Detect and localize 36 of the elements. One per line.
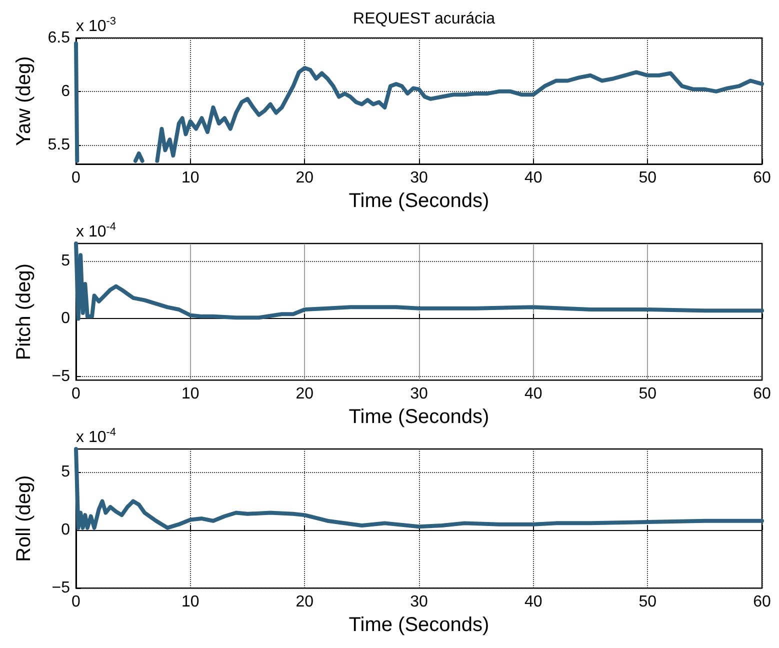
x-tick-label: 60 xyxy=(753,386,771,403)
x-tick-label: 30 xyxy=(410,170,428,187)
x-tick-label: 10 xyxy=(181,170,200,187)
x-tick-label: 10 xyxy=(181,386,200,403)
x-axis-title: Time (Seconds) xyxy=(348,614,490,636)
x-tick-label: 30 xyxy=(410,386,428,403)
y-tick-label: 0 xyxy=(61,522,70,539)
x-tick-label: 60 xyxy=(753,170,771,187)
y-tick-label: 5 xyxy=(61,464,70,481)
y-axis-title: Roll (deg) xyxy=(13,475,35,562)
y-axis-title: Pitch (deg) xyxy=(13,263,35,360)
x-tick-label: 20 xyxy=(296,386,314,403)
x-tick-label: 30 xyxy=(410,594,428,611)
x-tick-label: 60 xyxy=(753,594,771,611)
x-axis-title: Time (Seconds) xyxy=(348,406,490,428)
x-tick-label: 10 xyxy=(181,594,200,611)
y-tick-label: 0 xyxy=(61,310,70,328)
y-tick-label: 5 xyxy=(61,252,70,270)
x-axis-title: Time (Seconds) xyxy=(348,190,490,212)
x-tick-label: 40 xyxy=(524,594,542,611)
x-tick-label: 50 xyxy=(638,170,657,187)
y-tick-label: 6.5 xyxy=(48,30,70,46)
x-tick-label: 40 xyxy=(524,386,542,403)
line-series xyxy=(74,242,764,321)
x-tick-label: 40 xyxy=(524,170,542,187)
y-tick-label: −5 xyxy=(52,580,70,597)
x-tick-label: 50 xyxy=(638,594,657,611)
chart-title: REQUEST acurácia xyxy=(353,10,496,28)
y-tick-label: 6 xyxy=(61,82,70,100)
x-tick-label: 20 xyxy=(296,594,314,611)
y-axis-title: Yaw (deg) xyxy=(13,56,35,146)
x-tick-label: 20 xyxy=(296,170,314,187)
line-series xyxy=(74,447,764,530)
y-tick-label: 5.5 xyxy=(48,136,70,154)
x-tick-label: 50 xyxy=(638,386,657,403)
y-tick-label: −5 xyxy=(52,368,70,386)
